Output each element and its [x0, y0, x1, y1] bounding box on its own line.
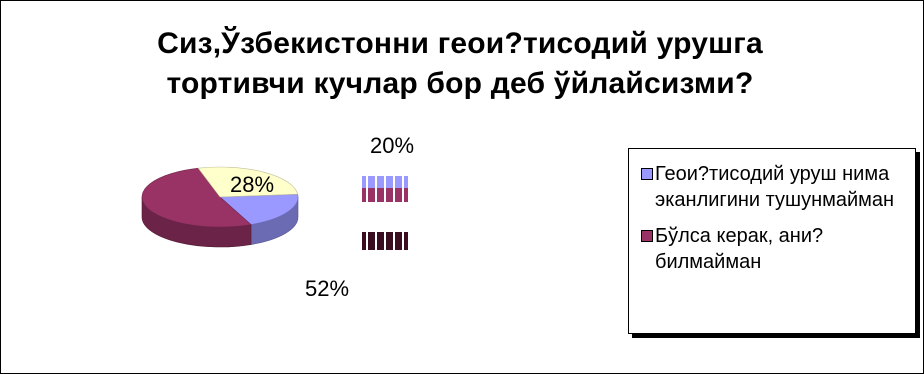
pie-slice-3	[197, 166, 299, 198]
fragment-maroon-gap	[375, 188, 377, 202]
detached-fragments	[362, 176, 408, 250]
fragment-blue-gap	[375, 176, 377, 188]
chart-title-line-1: Сиз,Ўзбекистонни геои?тисодий урушга	[157, 27, 763, 60]
fragment-maroon-gap	[366, 188, 368, 202]
fragment-blue-gap	[366, 176, 368, 188]
legend-label-2: Бўлса керак, ани? билмайман	[655, 225, 824, 273]
fragment-maroon-gap	[402, 188, 404, 202]
pie-slice-1	[219, 193, 299, 225]
fragment-dark-gap	[384, 232, 386, 250]
fragment-maroon-gap	[393, 188, 395, 202]
fragment-dark-gap	[393, 232, 395, 250]
fragment-blue-gap	[384, 176, 386, 188]
fragment-dark-gap	[402, 232, 404, 250]
legend-label-1: Геои?тисодий уруш нима эканлигини тушунм…	[655, 163, 895, 211]
fragment-blue-gap	[393, 176, 395, 188]
legend-item-1: Геои?тисодий уруш нима эканлигини тушунм…	[641, 161, 907, 213]
fragment-maroon-gap	[384, 188, 386, 202]
pie-group	[141, 166, 299, 248]
fragment-blue-gap	[402, 176, 404, 188]
chart-title: Сиз,Ўзбекистонни геои?тисодий урушга тор…	[110, 24, 810, 104]
data-label-52: 52%	[305, 276, 350, 301]
legend-item-2: Бўлса керак, ани? билмайман	[641, 223, 907, 275]
fragment-dark-gap	[375, 232, 377, 250]
legend-swatch-2	[641, 230, 653, 242]
data-label-20: 20%	[370, 133, 415, 158]
chart-legend: Геои?тисодий уруш нима эканлигини тушунм…	[628, 148, 916, 334]
legend-swatch-1	[641, 168, 653, 180]
chart-title-line-2: тортивчи кучлар бор деб ўйлайсизми?	[166, 67, 754, 100]
data-label-28: 28%	[230, 172, 275, 197]
pie-slice-2	[141, 167, 252, 228]
fragment-dark-gap	[366, 232, 368, 250]
